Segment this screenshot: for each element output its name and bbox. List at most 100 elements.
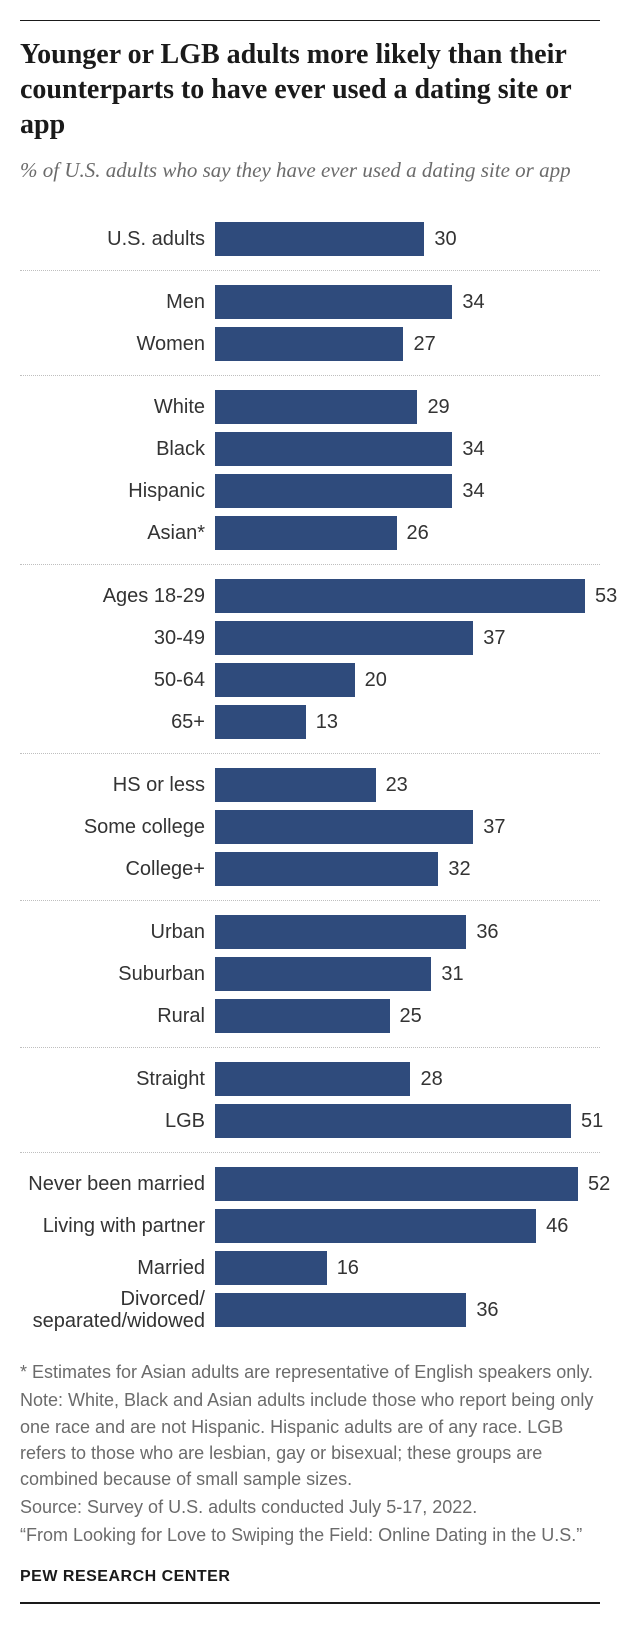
row-label: Suburban	[20, 963, 215, 985]
row-value: 30	[434, 228, 456, 251]
row-label: Married	[20, 1257, 215, 1279]
top-rule	[20, 20, 600, 21]
row-label: Divorced/ separated/widowed	[20, 1288, 215, 1332]
row-value: 37	[483, 627, 505, 650]
row-label: Straight	[20, 1068, 215, 1090]
row-value: 53	[595, 585, 617, 608]
bar-wrap: 30	[215, 218, 600, 260]
bar	[215, 1104, 571, 1138]
bar-wrap: 20	[215, 659, 600, 701]
bar-wrap: 53	[215, 575, 617, 617]
row-label: College+	[20, 858, 215, 880]
chart-row: U.S. adults 30	[20, 218, 600, 260]
bar-wrap: 34	[215, 281, 600, 323]
row-label: HS or less	[20, 774, 215, 796]
chart-row: Women 27	[20, 323, 600, 365]
bar	[215, 810, 473, 844]
bar	[215, 957, 431, 991]
bar	[215, 1209, 536, 1243]
bar	[215, 285, 452, 319]
bar	[215, 474, 452, 508]
bar	[215, 1293, 466, 1327]
bar-wrap: 36	[215, 911, 600, 953]
bar	[215, 579, 585, 613]
bar	[215, 516, 397, 550]
row-label: 65+	[20, 711, 215, 733]
row-value: 25	[400, 1005, 422, 1028]
row-value: 34	[462, 438, 484, 461]
chart-row: Asian*26	[20, 512, 600, 554]
bar	[215, 915, 466, 949]
bar-wrap: 27	[215, 323, 600, 365]
footnotes: * Estimates for Asian adults are represe…	[20, 1359, 600, 1548]
row-label: LGB	[20, 1110, 215, 1132]
chart-row: College+ 32	[20, 848, 600, 890]
row-value: 16	[337, 1257, 359, 1280]
row-value: 37	[483, 816, 505, 839]
chart-row: Divorced/ separated/widowed36	[20, 1289, 600, 1331]
chart-row: Married 16	[20, 1247, 600, 1289]
bar	[215, 390, 417, 424]
row-label: Urban	[20, 921, 215, 943]
chart-row: Urban 36	[20, 911, 600, 953]
bar	[215, 1251, 327, 1285]
row-value: 34	[462, 480, 484, 503]
chart-row: Black 34	[20, 428, 600, 470]
bar	[215, 705, 306, 739]
chart-row: LGB51	[20, 1100, 600, 1142]
row-value: 52	[588, 1173, 610, 1196]
chart-group: Men34Women27	[20, 271, 600, 376]
row-value: 31	[441, 963, 463, 986]
bar-wrap: 32	[215, 848, 600, 890]
bar-wrap: 16	[215, 1247, 600, 1289]
chart-row: 65+13	[20, 701, 600, 743]
bar-chart: U.S. adults30Men34Women27White29Black34H…	[20, 208, 600, 1341]
chart-subtitle: % of U.S. adults who say they have ever …	[20, 156, 600, 184]
chart-row: Never been married52	[20, 1163, 600, 1205]
row-value: 29	[427, 396, 449, 419]
chart-row: HS or less 23	[20, 764, 600, 806]
bar-wrap: 29	[215, 386, 600, 428]
bar-wrap: 37	[215, 806, 600, 848]
row-label: Never been married	[20, 1173, 215, 1195]
row-label: Black	[20, 438, 215, 460]
bar-wrap: 37	[215, 617, 600, 659]
row-value: 20	[365, 669, 387, 692]
chart-row: Suburban 31	[20, 953, 600, 995]
row-value: 27	[413, 333, 435, 356]
chart-group: Never been married52Living with partner4…	[20, 1153, 600, 1341]
row-label: Some college	[20, 816, 215, 838]
bar-wrap: 13	[215, 701, 600, 743]
bar-wrap: 52	[215, 1163, 610, 1205]
chart-group: White29 Black 34 Hispanic 34 Asian*26	[20, 376, 600, 565]
footnote-line: Note: White, Black and Asian adults incl…	[20, 1387, 600, 1491]
chart-title: Younger or LGB adults more likely than t…	[20, 37, 600, 142]
chart-row: White29	[20, 386, 600, 428]
bar	[215, 999, 390, 1033]
row-label: U.S. adults	[20, 228, 215, 250]
row-label: 30-49	[20, 627, 215, 649]
chart-group: Ages 18-295330-493750-642065+13	[20, 565, 600, 754]
chart-row: Ages 18-2953	[20, 575, 600, 617]
bar	[215, 621, 473, 655]
chart-group: Urban 36 Suburban 31 Rural 25	[20, 901, 600, 1048]
row-value: 23	[386, 774, 408, 797]
bar-wrap: 36	[215, 1289, 600, 1331]
bar	[215, 852, 438, 886]
row-value: 46	[546, 1215, 568, 1238]
bar	[215, 1167, 578, 1201]
bar-wrap: 34	[215, 428, 600, 470]
footnote-line: “From Looking for Love to Swiping the Fi…	[20, 1522, 600, 1548]
row-value: 32	[448, 858, 470, 881]
row-label: Women	[20, 333, 215, 355]
bar-wrap: 31	[215, 953, 600, 995]
org-name: PEW RESEARCH CENTER	[20, 1568, 600, 1604]
chart-group: U.S. adults 30	[20, 208, 600, 271]
row-label: Rural	[20, 1005, 215, 1027]
bar-wrap: 51	[215, 1100, 603, 1142]
row-value: 34	[462, 291, 484, 314]
row-value: 36	[476, 921, 498, 944]
chart-row: Straight28	[20, 1058, 600, 1100]
chart-row: Hispanic 34	[20, 470, 600, 512]
row-label: Hispanic	[20, 480, 215, 502]
